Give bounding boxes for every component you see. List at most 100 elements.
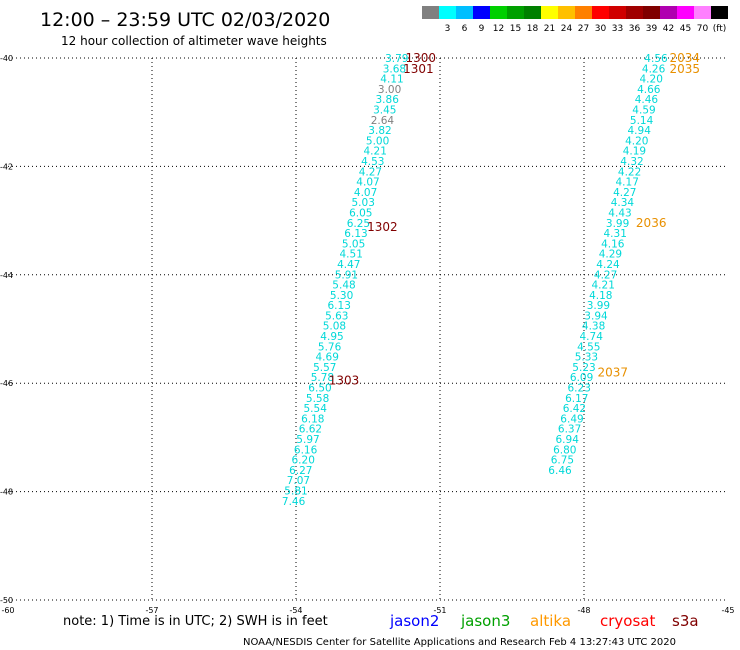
time-marker-label: 2034 bbox=[670, 51, 701, 65]
colorbar-swatch bbox=[626, 6, 643, 19]
wave-height-label-altika: 4.17 bbox=[616, 177, 639, 189]
wave-height-label-s3a: 6.05 bbox=[349, 207, 372, 219]
x-tick-label: -45 bbox=[721, 606, 734, 615]
y-tick-label: -44 bbox=[0, 271, 13, 280]
wave-height-label-s3a: 5.97 bbox=[296, 434, 319, 446]
colorbar-label: 15 bbox=[510, 24, 521, 34]
time-marker-label: 2035 bbox=[670, 62, 701, 76]
colorbar-label: 45 bbox=[680, 24, 691, 34]
chart-subtitle: 12 hour collection of altimeter wave hei… bbox=[61, 34, 327, 48]
wave-height-label-altika: 4.26 bbox=[642, 63, 666, 75]
x-tick-label: -51 bbox=[433, 606, 446, 615]
wave-height-label-s3a: 4.27 bbox=[359, 166, 382, 178]
colorbar-label: 70 bbox=[697, 24, 709, 34]
wave-height-label-altika: 3.94 bbox=[584, 310, 608, 322]
wave-height-label-altika: 4.18 bbox=[589, 290, 612, 302]
wave-height-label-s3a: 6.16 bbox=[294, 444, 318, 456]
wave-height-label-altika: 4.20 bbox=[625, 135, 648, 147]
wave-height-label-altika: 4.66 bbox=[637, 84, 661, 96]
time-marker-label: 2036 bbox=[636, 216, 667, 230]
note-text: note: 1) Time is in UTC; 2) SWH is in fe… bbox=[63, 614, 328, 629]
colorbar-swatch bbox=[575, 6, 592, 19]
colorbar-swatch bbox=[694, 6, 711, 19]
colorbar-label: 21 bbox=[544, 24, 555, 34]
colorbar-label: 39 bbox=[646, 24, 658, 34]
x-tick-label: -60 bbox=[1, 606, 14, 615]
y-tick-label: -46 bbox=[0, 379, 13, 388]
wave-height-label-s3a: 6.25 bbox=[347, 218, 370, 230]
wave-height-label-s3a: 5.08 bbox=[323, 321, 346, 333]
wave-height-label-altika: 5.23 bbox=[572, 362, 595, 374]
wave-height-label-s3a: 7.07 bbox=[287, 475, 310, 487]
wave-height-label-s3a: 6.27 bbox=[289, 465, 312, 477]
y-tick-label: -48 bbox=[0, 488, 13, 497]
wave-height-label-s3a: 5.63 bbox=[325, 310, 348, 322]
wave-height-label-altika: 6.37 bbox=[558, 424, 581, 436]
wave-height-label-altika: 4.46 bbox=[635, 94, 659, 106]
wave-height-label-altika: 4.34 bbox=[611, 197, 635, 209]
wave-height-label-altika: 4.43 bbox=[608, 207, 631, 219]
colorbar-label: 18 bbox=[527, 24, 539, 34]
wave-height-label-altika: 6.75 bbox=[551, 455, 574, 467]
colorbar-label: 9 bbox=[479, 24, 485, 34]
wave-height-label-s3a: 7.46 bbox=[282, 496, 306, 508]
wave-height-label-s3a: 4.51 bbox=[340, 249, 363, 261]
wave-height-label-s3a: 5.00 bbox=[366, 135, 389, 147]
y-tick-label: -42 bbox=[0, 162, 13, 171]
legend-cryosat: cryosat bbox=[600, 612, 655, 630]
time-marker-label: 1303 bbox=[329, 373, 360, 387]
x-tick-label: -54 bbox=[289, 606, 302, 615]
wave-height-label-s3a: 4.07 bbox=[354, 187, 377, 199]
wave-height-label-s3a: 3.79 bbox=[385, 53, 408, 65]
wave-height-label-altika: 4.31 bbox=[604, 228, 627, 240]
wave-height-label-s3a: 5.57 bbox=[313, 362, 336, 374]
colorbar-swatch bbox=[422, 6, 439, 19]
colorbar-swatch bbox=[609, 6, 626, 19]
colorbar-swatch bbox=[558, 6, 575, 19]
colorbar-swatch bbox=[490, 6, 507, 19]
colorbar-label: 12 bbox=[493, 24, 504, 34]
wave-height-label-altika: 6.42 bbox=[563, 403, 586, 415]
chart-title: 12:00 – 23:59 UTC 02/03/2020 bbox=[40, 9, 330, 31]
time-marker-label: 2037 bbox=[598, 365, 629, 379]
wave-height-label-altika: 4.38 bbox=[582, 321, 605, 333]
wave-height-label-s3a: 4.47 bbox=[337, 259, 360, 271]
wave-height-label-s3a: 4.07 bbox=[356, 177, 379, 189]
wave-height-label-altika: 4.56 bbox=[644, 53, 668, 65]
wave-height-label-s3a: 5.58 bbox=[306, 393, 329, 405]
wave-height-label-s3a: 6.13 bbox=[328, 300, 351, 312]
colorbar-swatch bbox=[677, 6, 694, 19]
wave-height-label-s3a: 4.53 bbox=[361, 156, 384, 168]
colorbar-label: 24 bbox=[561, 24, 573, 34]
wave-height-label-s3a: 6.13 bbox=[344, 228, 367, 240]
y-tick-label: -50 bbox=[0, 596, 13, 605]
colorbar-swatch bbox=[592, 6, 609, 19]
colorbar-swatch bbox=[711, 6, 728, 19]
wave-height-label-altika: 4.21 bbox=[592, 280, 615, 292]
wave-height-label-s3a: 5.78 bbox=[311, 372, 334, 384]
legend-jason3: jason3 bbox=[460, 612, 510, 630]
wave-height-label-s3a: 6.18 bbox=[301, 413, 324, 425]
y-tick-label: -40 bbox=[0, 54, 13, 63]
wave-height-label-s3a: 6.50 bbox=[308, 383, 331, 395]
wave-height-label-s3a: 5.03 bbox=[352, 197, 375, 209]
colorbar-unit-label: (ft) bbox=[713, 24, 727, 34]
plot-area: -60 -57 -54 -51 -48 -45 -40 -42 -44 -46 -48 -50 3.79… bbox=[0, 51, 735, 615]
legend-jason2: jason2 bbox=[389, 612, 439, 630]
colorbar-label: 42 bbox=[663, 24, 674, 34]
colorbar-label: 6 bbox=[462, 24, 468, 34]
wave-height-label-s3a: 5.54 bbox=[304, 403, 328, 415]
wave-height-label-altika: 4.74 bbox=[580, 331, 604, 343]
wave-height-label-s3a: 5.48 bbox=[332, 280, 355, 292]
wave-height-label-altika: 6.94 bbox=[556, 434, 580, 446]
x-tick-label: -48 bbox=[577, 606, 590, 615]
wave-height-label-altika: 5.14 bbox=[630, 115, 654, 127]
wave-height-label-altika: 4.32 bbox=[620, 156, 643, 168]
wave-height-label-altika: 6.46 bbox=[548, 465, 572, 477]
wave-height-label-s3a: 6.20 bbox=[292, 455, 315, 467]
wave-height-label-s3a: 5.81 bbox=[284, 486, 307, 498]
x-tick-label: -57 bbox=[145, 606, 158, 615]
wave-height-label-s3a: 4.95 bbox=[320, 331, 343, 343]
wave-height-label-altika: 5.33 bbox=[575, 352, 598, 364]
